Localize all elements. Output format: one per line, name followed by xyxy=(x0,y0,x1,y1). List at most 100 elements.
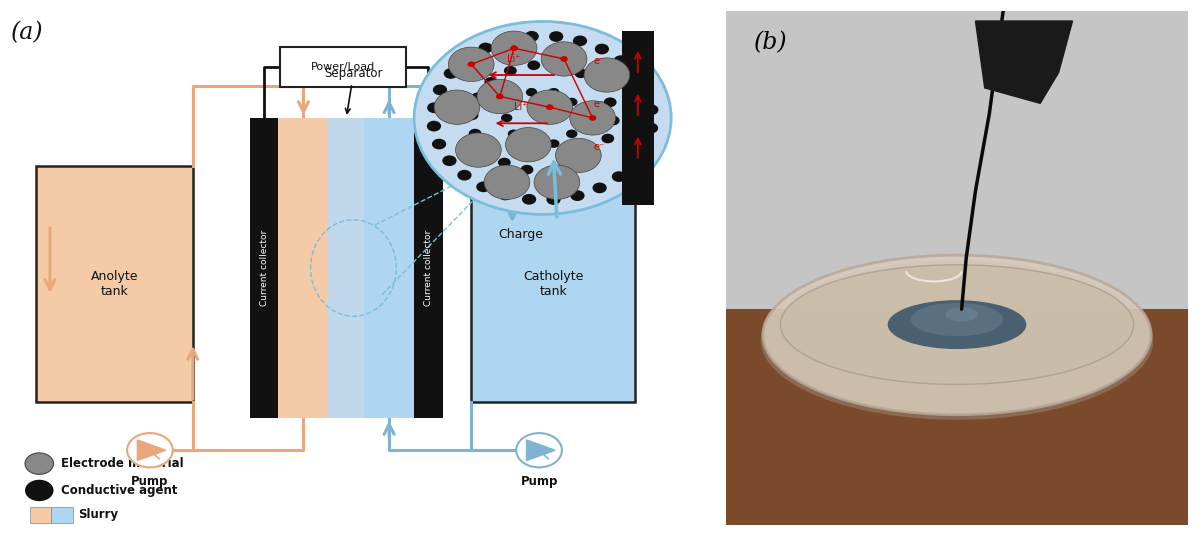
Circle shape xyxy=(550,31,563,42)
Circle shape xyxy=(427,102,442,113)
Circle shape xyxy=(468,62,475,67)
Circle shape xyxy=(560,56,568,62)
Circle shape xyxy=(521,165,533,175)
Circle shape xyxy=(526,139,538,148)
Circle shape xyxy=(589,115,596,121)
FancyBboxPatch shape xyxy=(623,31,654,205)
Text: Electrode material: Electrode material xyxy=(61,457,184,470)
Circle shape xyxy=(443,155,456,166)
FancyBboxPatch shape xyxy=(30,507,52,523)
FancyBboxPatch shape xyxy=(364,118,414,418)
Circle shape xyxy=(510,46,517,51)
Circle shape xyxy=(570,190,584,201)
Circle shape xyxy=(510,46,517,51)
Circle shape xyxy=(497,94,503,99)
Circle shape xyxy=(524,31,539,42)
Circle shape xyxy=(589,115,596,121)
Circle shape xyxy=(560,56,568,62)
Ellipse shape xyxy=(763,255,1151,415)
Circle shape xyxy=(508,130,520,138)
FancyBboxPatch shape xyxy=(250,118,278,418)
Text: Anolyte
tank: Anolyte tank xyxy=(90,270,138,298)
Circle shape xyxy=(552,61,565,71)
Circle shape xyxy=(498,158,511,167)
Circle shape xyxy=(584,58,630,92)
Text: Li⁺: Li⁺ xyxy=(508,54,521,64)
Circle shape xyxy=(510,46,517,51)
Circle shape xyxy=(522,194,536,205)
Text: Li⁺: Li⁺ xyxy=(515,102,528,112)
FancyBboxPatch shape xyxy=(52,507,73,523)
Text: Catholyte
tank: Catholyte tank xyxy=(523,270,583,298)
Circle shape xyxy=(548,88,559,96)
Circle shape xyxy=(612,171,626,182)
Circle shape xyxy=(472,93,484,102)
Circle shape xyxy=(629,70,643,80)
Circle shape xyxy=(25,480,54,501)
Circle shape xyxy=(572,35,587,46)
Circle shape xyxy=(456,133,502,167)
Circle shape xyxy=(546,194,560,205)
Circle shape xyxy=(497,94,503,99)
Ellipse shape xyxy=(761,260,1153,420)
Circle shape xyxy=(604,98,617,107)
Circle shape xyxy=(607,116,619,125)
Circle shape xyxy=(566,98,577,106)
Circle shape xyxy=(644,123,658,133)
Circle shape xyxy=(508,98,520,106)
Circle shape xyxy=(545,166,558,175)
Circle shape xyxy=(466,110,479,120)
Circle shape xyxy=(476,182,491,192)
Circle shape xyxy=(498,190,512,200)
Circle shape xyxy=(479,42,493,53)
Text: Conductive agent: Conductive agent xyxy=(61,484,178,497)
Circle shape xyxy=(491,31,536,65)
Circle shape xyxy=(480,145,493,155)
Circle shape xyxy=(640,86,653,97)
Circle shape xyxy=(500,114,512,122)
Circle shape xyxy=(434,90,480,124)
Text: Separator: Separator xyxy=(324,68,383,113)
Text: Slurry: Slurry xyxy=(78,508,119,521)
Circle shape xyxy=(449,47,494,81)
Ellipse shape xyxy=(911,303,1003,336)
Circle shape xyxy=(593,81,605,91)
Circle shape xyxy=(593,183,607,193)
Circle shape xyxy=(484,165,529,199)
Circle shape xyxy=(505,128,551,162)
Circle shape xyxy=(570,101,616,135)
Text: Pump: Pump xyxy=(521,475,558,488)
Circle shape xyxy=(444,68,458,79)
Text: Charge: Charge xyxy=(499,228,544,241)
Circle shape xyxy=(601,133,614,143)
FancyBboxPatch shape xyxy=(278,118,329,418)
FancyBboxPatch shape xyxy=(472,166,636,402)
Circle shape xyxy=(556,138,601,173)
Bar xyxy=(726,11,1188,309)
Circle shape xyxy=(527,90,572,124)
Circle shape xyxy=(414,21,671,214)
FancyBboxPatch shape xyxy=(414,118,443,418)
Text: Current collector: Current collector xyxy=(424,230,433,306)
Circle shape xyxy=(566,130,577,138)
Circle shape xyxy=(546,105,553,110)
Circle shape xyxy=(500,35,515,46)
Polygon shape xyxy=(976,21,1073,103)
Polygon shape xyxy=(527,440,556,460)
Bar xyxy=(726,309,1188,525)
Circle shape xyxy=(546,105,553,110)
Circle shape xyxy=(527,61,540,70)
Circle shape xyxy=(433,85,448,95)
Text: Current collector: Current collector xyxy=(259,230,269,306)
Circle shape xyxy=(469,129,481,138)
FancyBboxPatch shape xyxy=(280,47,406,87)
Circle shape xyxy=(432,139,446,150)
Circle shape xyxy=(628,157,642,168)
Circle shape xyxy=(638,140,653,151)
Text: (a): (a) xyxy=(11,21,43,44)
Circle shape xyxy=(427,121,442,131)
Circle shape xyxy=(541,42,587,76)
Circle shape xyxy=(534,165,580,199)
Circle shape xyxy=(457,170,472,181)
FancyBboxPatch shape xyxy=(329,118,364,418)
